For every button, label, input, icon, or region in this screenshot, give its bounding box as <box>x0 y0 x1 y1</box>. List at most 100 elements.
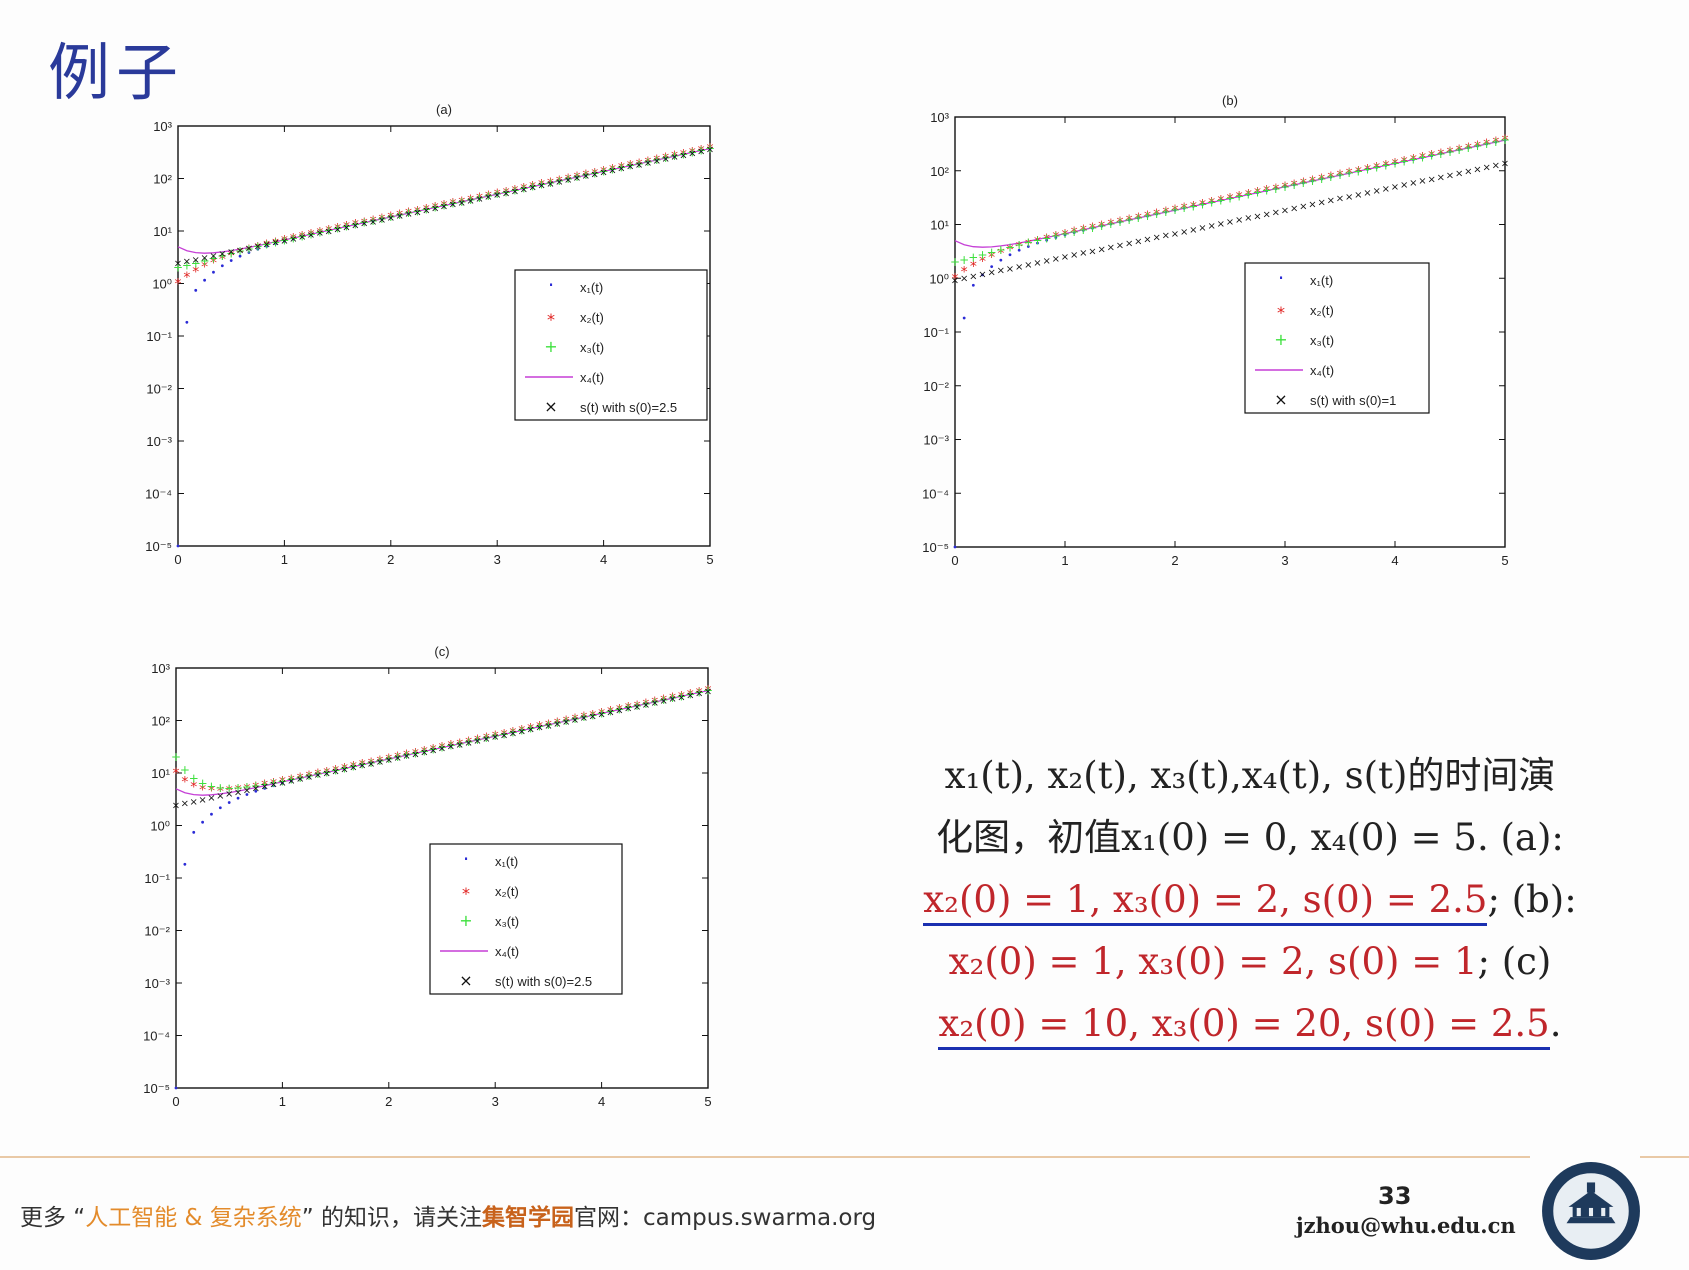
series-x3-point: + <box>439 199 449 213</box>
series-x3-point: + <box>1353 164 1363 178</box>
series-x3-point: + <box>421 202 431 216</box>
y-tick-label: 10⁻⁵ <box>145 539 172 554</box>
series-x1-point <box>405 753 408 757</box>
series-x3-point: + <box>279 233 289 247</box>
series-x3-point: + <box>233 781 243 795</box>
series-x1-point <box>1146 214 1149 218</box>
series-x2-point: * <box>368 756 375 772</box>
series-s-point: × <box>502 188 510 199</box>
series-x1-point <box>238 254 242 258</box>
series-x3-point: + <box>386 210 396 224</box>
series-x2-point: * <box>1346 166 1353 182</box>
series-x3-point: + <box>412 204 422 218</box>
series-x2-point: * <box>441 199 448 215</box>
series-x1-point <box>990 265 994 269</box>
series-group: *+×*+×*+×*+×*+×*+×*+×*+×*+×*+×*+×*+×*+×*… <box>171 684 713 1090</box>
series-x3-point: + <box>1454 143 1464 157</box>
series-s-point: × <box>422 205 430 216</box>
series-x1-point <box>176 544 180 548</box>
series-x1-point <box>671 696 674 700</box>
series-x1-point <box>575 175 579 179</box>
series-x2-point: * <box>208 784 215 800</box>
series-x2-point: * <box>237 246 244 262</box>
series-x2-point: * <box>467 193 474 209</box>
series-x2-point: * <box>600 164 607 180</box>
series-x3-point: + <box>1362 162 1372 176</box>
series-s-point: × <box>262 240 270 251</box>
series-x3-point: + <box>570 712 580 726</box>
y-tick-label: 10⁰ <box>152 277 172 292</box>
series-x3-point: + <box>1298 176 1308 190</box>
series-s-point: × <box>695 689 703 700</box>
series-s-point: × <box>1317 198 1325 209</box>
series-x1-point <box>547 723 550 727</box>
series-x1-point <box>513 189 517 192</box>
series-x2-point: * <box>272 236 279 252</box>
series-x2-point: * <box>979 254 986 270</box>
series-s-point: × <box>484 192 492 203</box>
series-s-point: × <box>243 785 251 796</box>
series-x3-point: + <box>977 248 987 262</box>
series-x2-point: * <box>1135 211 1142 227</box>
series-x3-point: + <box>313 767 323 781</box>
series-s-point: × <box>653 156 661 167</box>
series-s-point: × <box>633 702 641 713</box>
x-tick-label: 0 <box>172 1094 179 1109</box>
series-s-point: × <box>395 211 403 222</box>
series-x2-point: * <box>1447 145 1454 161</box>
series-x3-point: + <box>339 761 349 775</box>
series-x3-point: + <box>1042 231 1052 245</box>
series-s-point: × <box>688 148 696 159</box>
series-x1-point <box>486 194 490 198</box>
series-x3-point: + <box>572 170 582 184</box>
series-x1-point <box>1036 241 1039 245</box>
series-x2-point: * <box>288 773 295 789</box>
footer-site-link[interactable]: 官网：campus.swarma.org <box>574 1205 877 1231</box>
series-x1-point <box>999 258 1003 262</box>
series-x3-point: + <box>304 769 314 783</box>
series-s-point: × <box>555 177 563 188</box>
series-x3-point: + <box>1087 221 1097 235</box>
series-s-point: × <box>200 253 208 264</box>
series-x1-point <box>1476 144 1479 148</box>
series-s-point: × <box>447 742 455 753</box>
series-x3-point: + <box>1408 153 1418 167</box>
series-s-point: × <box>1116 240 1124 251</box>
series-x1-point <box>325 771 329 775</box>
series-x1-point <box>318 231 322 235</box>
series-s-point: × <box>1446 170 1454 181</box>
series-x2-point: * <box>314 767 321 783</box>
series-x2-point: * <box>1172 203 1179 219</box>
x-tick-label: 1 <box>279 1094 286 1109</box>
series-s-point: × <box>1079 248 1087 259</box>
series-x3-point: + <box>537 178 547 192</box>
series-x1-point <box>653 700 657 704</box>
series-x1-point <box>220 264 224 268</box>
series-x2-point: * <box>1263 184 1270 200</box>
legend-marker: × <box>544 397 557 416</box>
series-x2-point: * <box>252 780 259 796</box>
legend-marker: + <box>459 911 472 930</box>
series-x1-point <box>256 247 260 251</box>
series-x3-point: + <box>1317 172 1327 186</box>
series-x2-point: * <box>432 201 439 217</box>
series-x1-point <box>493 734 497 738</box>
series-x3-point: + <box>457 195 467 209</box>
series-x3-point: + <box>260 778 270 792</box>
series-s-point: × <box>987 268 995 279</box>
series-x3-point: + <box>545 176 555 190</box>
series-x3-point: + <box>357 758 367 772</box>
x-tick-label: 5 <box>704 1094 711 1109</box>
series-x3-point: + <box>634 157 644 171</box>
y-tick-label: 10² <box>151 714 170 729</box>
legend-label: x₁(t) <box>580 280 603 295</box>
series-x1-point <box>628 164 632 168</box>
series-x3-point: + <box>1243 188 1253 202</box>
legend-marker: * <box>1277 303 1285 322</box>
series-x2-point: * <box>334 222 341 238</box>
series-s-point: × <box>677 692 685 703</box>
series-x3-point: + <box>623 701 633 715</box>
series-x2-point: * <box>1483 137 1490 153</box>
series-x2-point: * <box>323 765 330 781</box>
series-x1-point <box>593 171 597 175</box>
